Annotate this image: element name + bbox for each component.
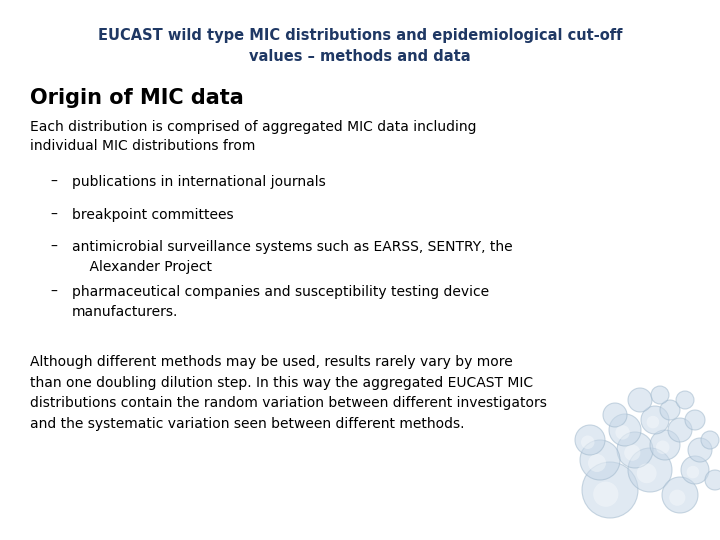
Circle shape (616, 425, 630, 440)
Circle shape (701, 431, 719, 449)
Circle shape (582, 462, 638, 518)
Circle shape (669, 490, 685, 506)
Circle shape (688, 438, 712, 462)
Text: EUCAST wild type MIC distributions and epidemiological cut-off
values – methods : EUCAST wild type MIC distributions and e… (98, 28, 622, 64)
Circle shape (705, 470, 720, 490)
Text: –: – (50, 285, 57, 299)
Text: publications in international journals: publications in international journals (72, 175, 325, 189)
Circle shape (575, 425, 605, 455)
Text: –: – (50, 208, 57, 222)
Text: Origin of MIC data: Origin of MIC data (30, 88, 244, 108)
Circle shape (651, 386, 669, 404)
Circle shape (685, 410, 705, 430)
Circle shape (624, 444, 640, 461)
Circle shape (636, 463, 657, 483)
Circle shape (668, 418, 692, 442)
Text: –: – (50, 175, 57, 189)
Circle shape (656, 441, 670, 454)
Text: antimicrobial surveillance systems such as EARSS, SENTRY, the
    Alexander Proj: antimicrobial surveillance systems such … (72, 240, 513, 273)
Circle shape (581, 435, 595, 449)
Circle shape (580, 440, 620, 480)
Circle shape (641, 406, 669, 434)
Circle shape (593, 482, 618, 507)
Text: breakpoint committees: breakpoint committees (72, 208, 233, 222)
Circle shape (687, 466, 699, 478)
Circle shape (650, 430, 680, 460)
Circle shape (662, 477, 698, 513)
Circle shape (628, 448, 672, 492)
Circle shape (603, 403, 627, 427)
Circle shape (609, 414, 641, 446)
Circle shape (681, 456, 709, 484)
Circle shape (647, 416, 660, 428)
Text: Although different methods may be used, results rarely vary by more
than one dou: Although different methods may be used, … (30, 355, 547, 431)
Circle shape (660, 400, 680, 420)
Circle shape (676, 391, 694, 409)
Text: –: – (50, 240, 57, 254)
Circle shape (617, 432, 653, 468)
Text: pharmaceutical companies and susceptibility testing device
manufacturers.: pharmaceutical companies and susceptibil… (72, 285, 489, 319)
Circle shape (628, 388, 652, 412)
Circle shape (588, 454, 606, 472)
Text: Each distribution is comprised of aggregated MIC data including
individual MIC d: Each distribution is comprised of aggreg… (30, 120, 477, 153)
